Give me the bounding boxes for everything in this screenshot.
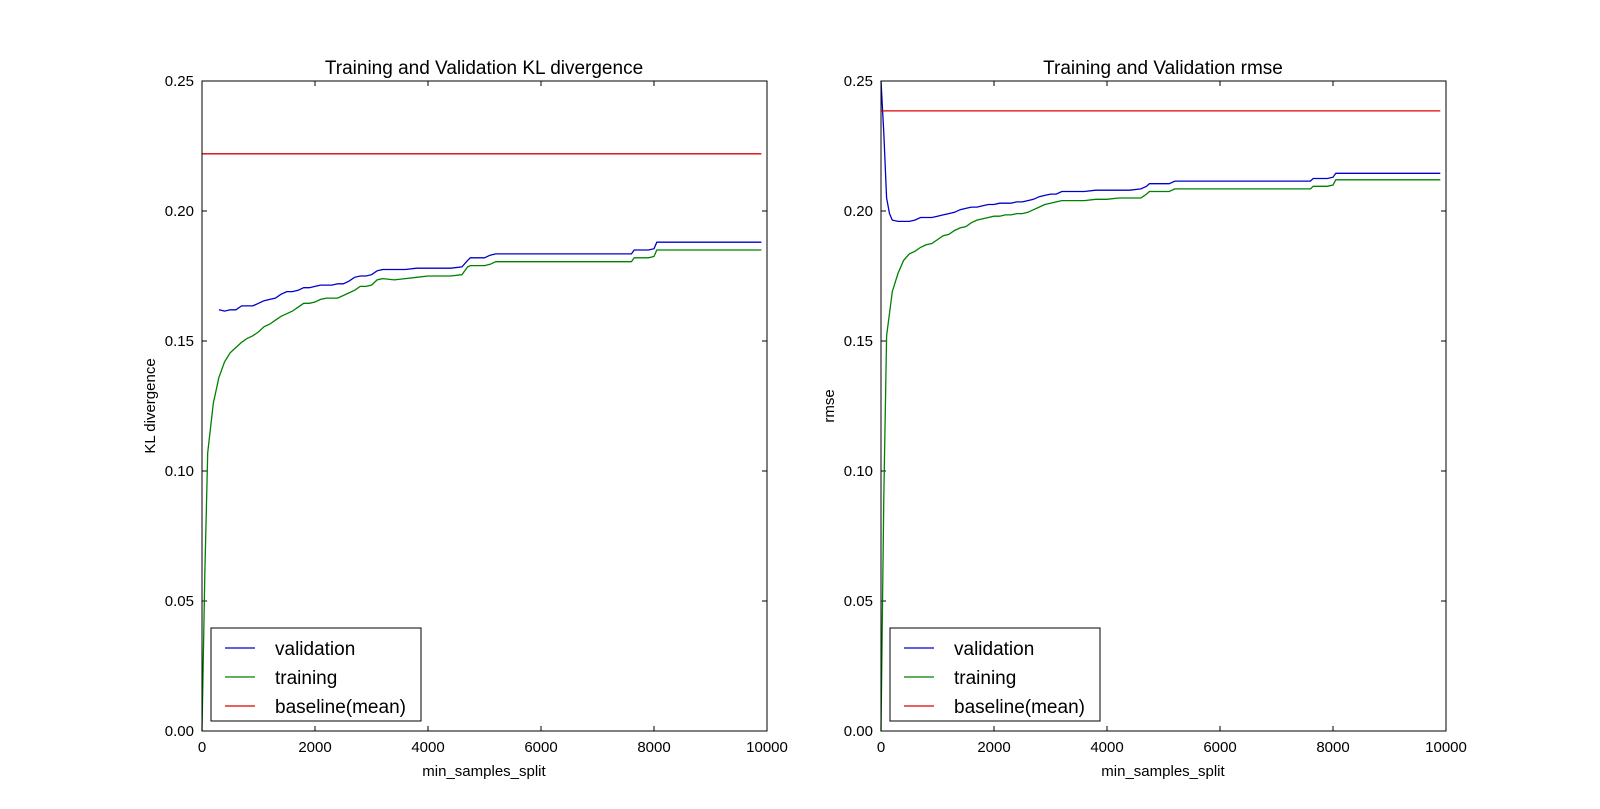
- legend-label-validation: validation: [275, 639, 355, 660]
- chart-kl-divergence: Training and Validation KL divergence mi…: [142, 58, 788, 780]
- x-tick-label: 0: [198, 739, 206, 756]
- x-axis-label: min_samples_split: [422, 763, 546, 780]
- x-tick-label: 2000: [977, 739, 1010, 756]
- legend-label-baseline: baseline(mean): [954, 697, 1085, 718]
- y-tick-label: 0.20: [165, 203, 194, 220]
- plot-frame: [201, 80, 768, 732]
- y-tick-label: 0.05: [844, 593, 873, 610]
- series-line-validation: [218, 241, 762, 312]
- y-tick-label: 0.25: [165, 73, 194, 90]
- legend: validation training baseline(mean): [210, 627, 422, 722]
- y-tick-label: 0.20: [844, 203, 873, 220]
- ticks: 0 2000 4000 6000 8000 10000 0.00 0.05 0.10 0.15 0.…: [844, 73, 1467, 756]
- x-tick-label: 6000: [524, 739, 557, 756]
- y-tick-label: 0.25: [844, 73, 873, 90]
- legend-label-validation: validation: [954, 639, 1034, 660]
- legend-label-baseline: baseline(mean): [275, 697, 406, 718]
- x-tick-label: 8000: [637, 739, 670, 756]
- series-group: [201, 153, 762, 732]
- x-tick-label: 10000: [746, 739, 788, 756]
- x-tick-label: 10000: [1425, 739, 1467, 756]
- legend-label-training: training: [275, 668, 337, 689]
- y-axis-label: KL divergence: [142, 358, 159, 453]
- plot-frame: [880, 80, 1447, 732]
- x-tick-label: 8000: [1316, 739, 1349, 756]
- x-tick-label: 4000: [1090, 739, 1123, 756]
- series-line-training: [880, 179, 1441, 732]
- y-tick-label: 0.05: [165, 593, 194, 610]
- x-tick-label: 2000: [298, 739, 331, 756]
- y-axis-label: rmse: [821, 389, 838, 422]
- series-line-validation: [880, 80, 1441, 223]
- y-tick-label: 0.10: [165, 463, 194, 480]
- ticks: 0 2000 4000 6000 8000 10000 0.00 0.05 0.10 0.15 0.…: [165, 73, 788, 756]
- series-line-training: [201, 249, 762, 732]
- x-axis-label: min_samples_split: [1101, 763, 1225, 780]
- x-tick-label: 4000: [411, 739, 444, 756]
- y-tick-label: 0.00: [165, 723, 194, 740]
- y-tick-label: 0.00: [844, 723, 873, 740]
- x-tick-label: 6000: [1203, 739, 1236, 756]
- chart-title: Training and Validation KL divergence: [325, 58, 643, 79]
- chart-title: Training and Validation rmse: [1043, 58, 1283, 79]
- legend-label-training: training: [954, 668, 1016, 689]
- y-tick-label: 0.10: [844, 463, 873, 480]
- series-group: [880, 80, 1441, 732]
- chart-rmse: Training and Validation rmse min_samples…: [821, 58, 1467, 780]
- y-tick-label: 0.15: [844, 333, 873, 350]
- legend: validation training baseline(mean): [889, 627, 1101, 722]
- x-tick-label: 0: [877, 739, 885, 756]
- y-tick-label: 0.15: [165, 333, 194, 350]
